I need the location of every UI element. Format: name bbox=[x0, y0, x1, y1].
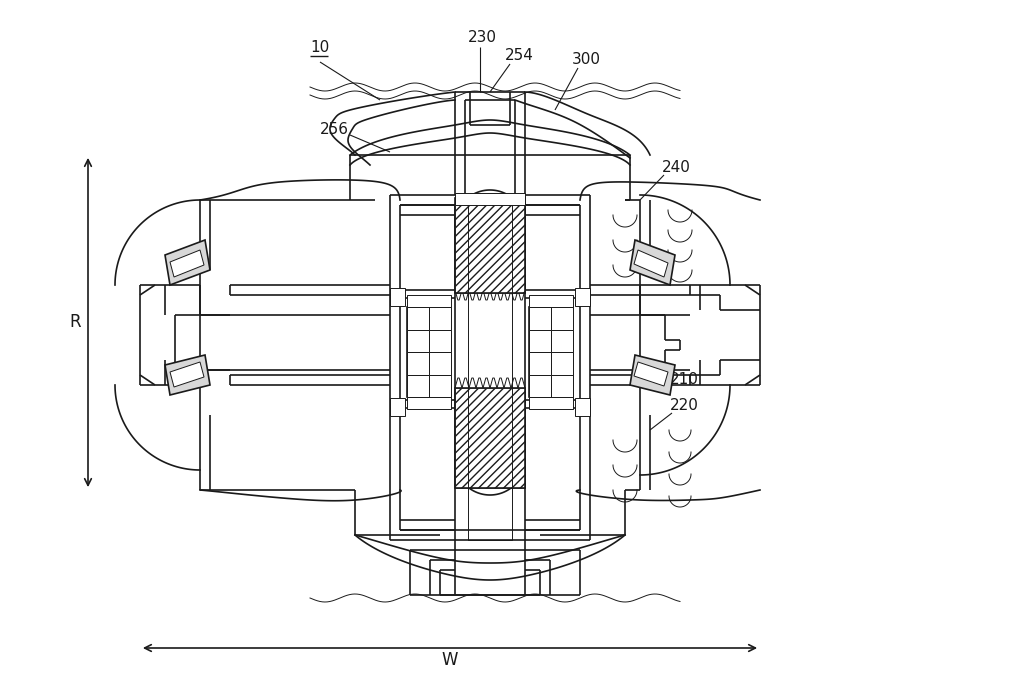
Bar bbox=[390, 288, 406, 306]
Text: 10: 10 bbox=[310, 40, 330, 55]
Bar bbox=[407, 307, 429, 329]
Bar bbox=[429, 352, 451, 374]
Bar bbox=[407, 307, 451, 397]
Polygon shape bbox=[165, 355, 210, 395]
Text: 240: 240 bbox=[662, 160, 691, 175]
Bar bbox=[407, 397, 451, 409]
Bar bbox=[551, 307, 573, 329]
Bar bbox=[575, 398, 590, 416]
Polygon shape bbox=[630, 240, 675, 285]
Bar bbox=[551, 374, 573, 397]
Bar bbox=[407, 374, 429, 397]
Polygon shape bbox=[634, 362, 668, 386]
Bar bbox=[529, 329, 551, 352]
Text: 256: 256 bbox=[319, 123, 349, 138]
Polygon shape bbox=[165, 240, 210, 285]
Bar bbox=[529, 374, 551, 397]
Bar bbox=[455, 198, 525, 293]
Bar bbox=[455, 198, 525, 293]
Text: 230: 230 bbox=[468, 31, 497, 46]
Polygon shape bbox=[170, 362, 204, 387]
Text: R: R bbox=[70, 313, 81, 331]
Bar bbox=[529, 397, 573, 409]
Bar bbox=[429, 374, 451, 397]
Bar bbox=[551, 352, 573, 374]
Bar bbox=[468, 200, 512, 540]
Bar bbox=[429, 329, 451, 352]
Bar bbox=[455, 388, 525, 488]
Polygon shape bbox=[630, 355, 675, 395]
Polygon shape bbox=[634, 250, 668, 277]
Bar bbox=[407, 329, 429, 352]
Bar bbox=[407, 352, 429, 374]
Bar bbox=[407, 295, 451, 307]
Bar bbox=[455, 193, 525, 205]
Polygon shape bbox=[170, 250, 204, 277]
Bar bbox=[529, 307, 551, 329]
Bar bbox=[390, 398, 406, 416]
Text: 300: 300 bbox=[572, 53, 601, 68]
Bar bbox=[455, 388, 525, 488]
Bar bbox=[429, 307, 451, 329]
Text: 254: 254 bbox=[505, 48, 534, 63]
Bar bbox=[529, 352, 551, 374]
Text: W: W bbox=[441, 651, 459, 669]
Bar bbox=[575, 288, 590, 306]
Text: 220: 220 bbox=[670, 398, 698, 413]
Bar bbox=[529, 307, 573, 397]
Bar bbox=[529, 295, 573, 307]
Text: 210: 210 bbox=[670, 372, 698, 387]
Bar bbox=[551, 329, 573, 352]
